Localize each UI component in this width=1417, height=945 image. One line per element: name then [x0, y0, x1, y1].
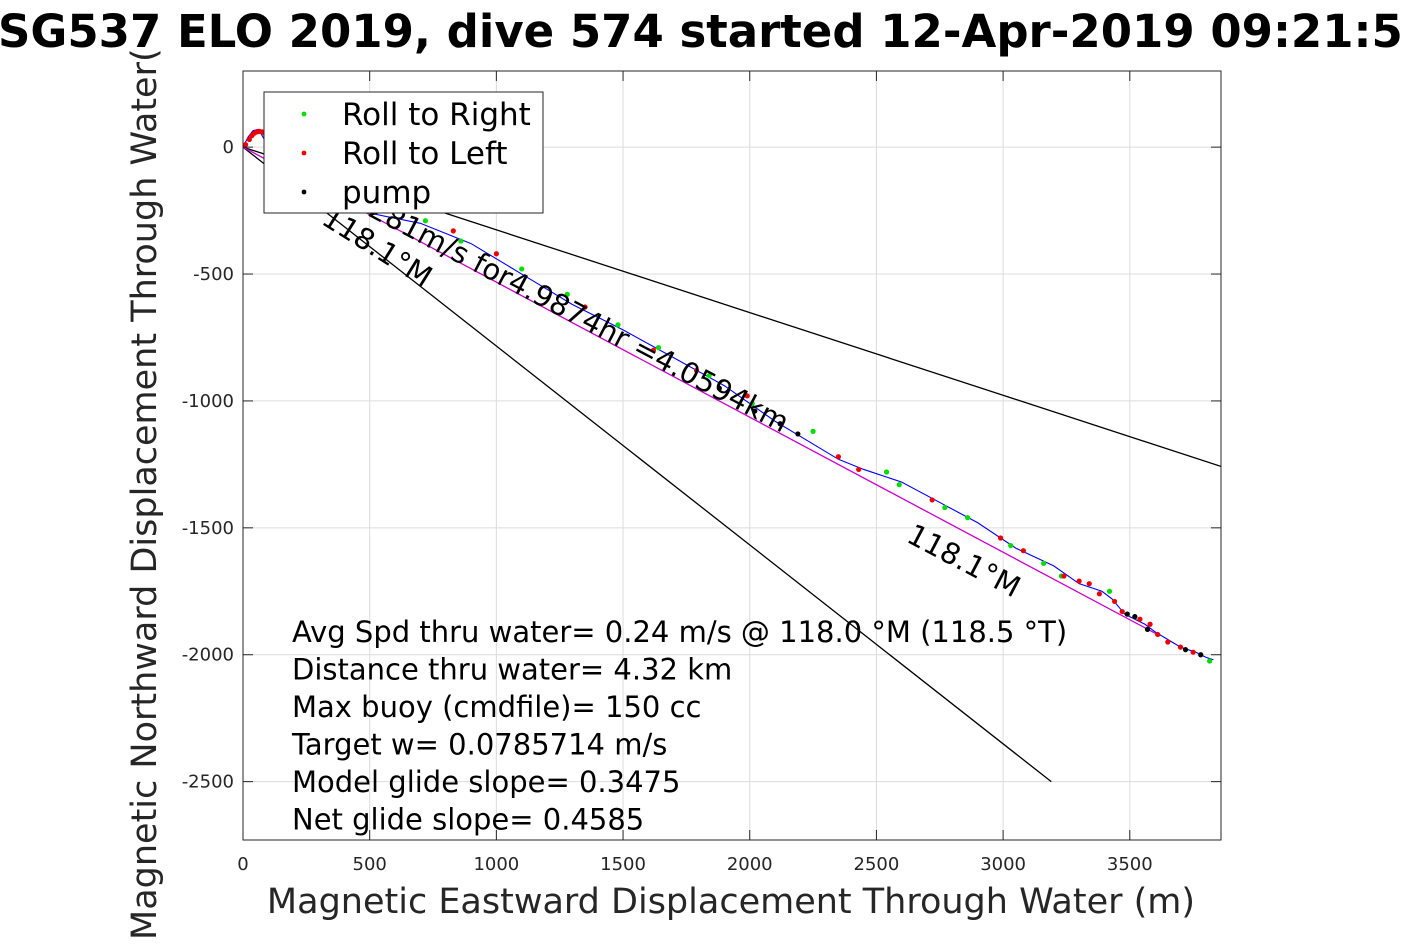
pump-marker [1144, 626, 1151, 632]
summary-line: Distance thru water= 4.32 km [292, 653, 732, 687]
roll-right-marker [810, 428, 816, 434]
y-tick-label: -500 [193, 264, 234, 285]
roll-right-marker [965, 515, 971, 521]
summary-line: Target w= 0.0785714 m/s [291, 728, 667, 762]
roll-left-marker [1177, 644, 1184, 650]
roll-left-marker [1096, 591, 1102, 597]
y-axis: 0 -500 -1000 -1500 -2000 -2500 [182, 137, 1221, 793]
roll-right-marker [1008, 542, 1014, 549]
roll-left-marker [1020, 548, 1026, 554]
x-tick-label: 0 [237, 854, 248, 875]
roll-right-marker [1106, 588, 1113, 594]
pump-marker [1182, 647, 1189, 653]
summary-line: Net glide slope= 0.4585 [292, 803, 644, 837]
roll-right-marker [706, 372, 712, 379]
roll-left-marker [1137, 616, 1143, 622]
legend-marker [301, 150, 307, 156]
roll-left-marker [997, 535, 1004, 541]
roll-left-marker [835, 454, 842, 460]
roll-left-marker [1147, 621, 1153, 627]
roll-left-marker [1155, 631, 1161, 638]
legend-box [263, 91, 544, 214]
x-tick-label: 1500 [600, 854, 646, 875]
legend-marker [301, 111, 307, 117]
x-tick-label: 500 [353, 854, 387, 875]
roll-left-marker [650, 347, 657, 353]
legend-marker [301, 189, 307, 195]
roll-left-marker [1190, 649, 1196, 655]
roll-right-marker [422, 218, 429, 224]
pump-marker [716, 385, 722, 391]
roll-left-marker [1111, 598, 1118, 605]
roll-left-marker [1165, 639, 1171, 645]
summary-text: Avg Spd thru water= 0.24 m/s @ 118.0 °M … [291, 615, 1067, 837]
x-tick-label: 1000 [473, 854, 519, 875]
roll-left-marker [1119, 608, 1125, 615]
x-tick-label: 2500 [854, 854, 900, 875]
roll-right-marker [564, 291, 570, 297]
x-axis-label: Magnetic Eastward Displacement Through W… [267, 882, 1195, 922]
roll-right-marker [883, 469, 890, 475]
pump-marker [1124, 611, 1130, 617]
legend-label: Roll to Left [342, 136, 508, 172]
roll-right-marker [749, 400, 755, 407]
roll-left-marker [493, 251, 499, 257]
y-tick-label: -2000 [182, 645, 234, 666]
chart-title: SG537 ELO 2019, dive 574 started 12-Apr-… [0, 5, 1403, 58]
y-tick-label: 0 [223, 137, 234, 158]
summary-line: Max buoy (cmdfile)= 150 cc [292, 690, 701, 724]
x-tick-label: 2000 [727, 854, 773, 875]
heading-line [243, 146, 1161, 637]
roll-left-marker [450, 228, 456, 234]
pump-marker [1132, 614, 1138, 620]
pump-marker [1198, 652, 1204, 658]
marker-layer [243, 128, 1213, 664]
x-tick-label: 3000 [980, 854, 1026, 875]
pump-marker [752, 408, 758, 414]
roll-right-marker [1206, 658, 1213, 664]
legend-label: Roll to Right [342, 97, 531, 133]
roll-right-marker [655, 345, 662, 351]
roll-right-marker [896, 482, 902, 488]
roll-left-marker [582, 304, 588, 310]
roll-right-marker [615, 322, 621, 328]
roll-right-marker [458, 238, 464, 244]
roll-left-marker [1061, 573, 1067, 579]
plot-frame [242, 70, 1222, 841]
summary-line: Model glide slope= 0.3475 [292, 765, 680, 799]
roll-right-marker [519, 266, 525, 272]
y-tick-label: -2500 [182, 772, 234, 793]
roll-left-marker [1076, 578, 1082, 584]
pump-marker [777, 421, 783, 427]
roll-left-marker [693, 367, 700, 374]
heading-line [243, 146, 1052, 783]
roll-left-marker [856, 466, 862, 473]
y-tick-label: -1500 [182, 518, 234, 539]
roll-left-marker [246, 136, 252, 143]
y-axis-label: Magnetic Northward Displacement Through … [125, 48, 165, 940]
roll-left-marker [744, 393, 750, 399]
x-tick-label: 3500 [1107, 854, 1153, 875]
roll-left-marker [243, 142, 249, 148]
roll-left-marker [929, 497, 935, 503]
roll-left-marker [1086, 581, 1092, 587]
roll-right-marker [1041, 560, 1047, 566]
y-tick-label: -1000 [182, 391, 234, 412]
legend-label: pump [342, 175, 431, 211]
x-axis: 0 500 1000 1500 2000 2500 3000 3500 [237, 71, 1153, 875]
summary-line: Avg Spd thru water= 0.24 m/s @ 118.0 °M … [292, 615, 1067, 649]
roll-right-marker [942, 504, 948, 511]
pump-marker [795, 431, 801, 437]
